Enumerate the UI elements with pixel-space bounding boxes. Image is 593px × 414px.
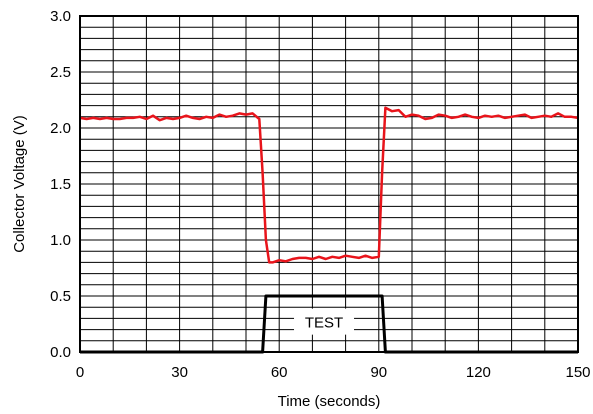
y-tick-label: 2.0	[50, 120, 71, 137]
y-axis-title: Collector Voltage (V)	[11, 115, 28, 253]
annotation-layer: TEST	[294, 308, 355, 335]
annotation-background	[294, 308, 355, 335]
y-tick-label: 2.5	[50, 64, 71, 81]
annotation-label: TEST	[305, 315, 343, 332]
tick-labels: 0 30 60 90 120 150 0.0 0.5 1.0 1.5 2.0 2.5 3.0	[50, 8, 590, 381]
x-axis-title: Time (seconds)	[278, 393, 381, 410]
y-tick-label: 1.0	[50, 232, 71, 249]
y-tick-label: 1.5	[50, 176, 71, 193]
y-tick-label: 3.0	[50, 8, 71, 25]
y-tick-label: 0.0	[50, 344, 71, 361]
x-tick-label: 0	[76, 364, 84, 381]
y-tick-label: 0.5	[50, 288, 71, 305]
x-tick-label: 30	[171, 364, 188, 381]
x-tick-label: 60	[271, 364, 288, 381]
grid	[80, 16, 578, 352]
series-line-collector-voltage	[79, 106, 579, 264]
plot-frame	[79, 15, 579, 353]
x-tick-label: 150	[565, 364, 590, 381]
x-tick-label: 90	[370, 364, 387, 381]
x-tick-label: 120	[466, 364, 491, 381]
